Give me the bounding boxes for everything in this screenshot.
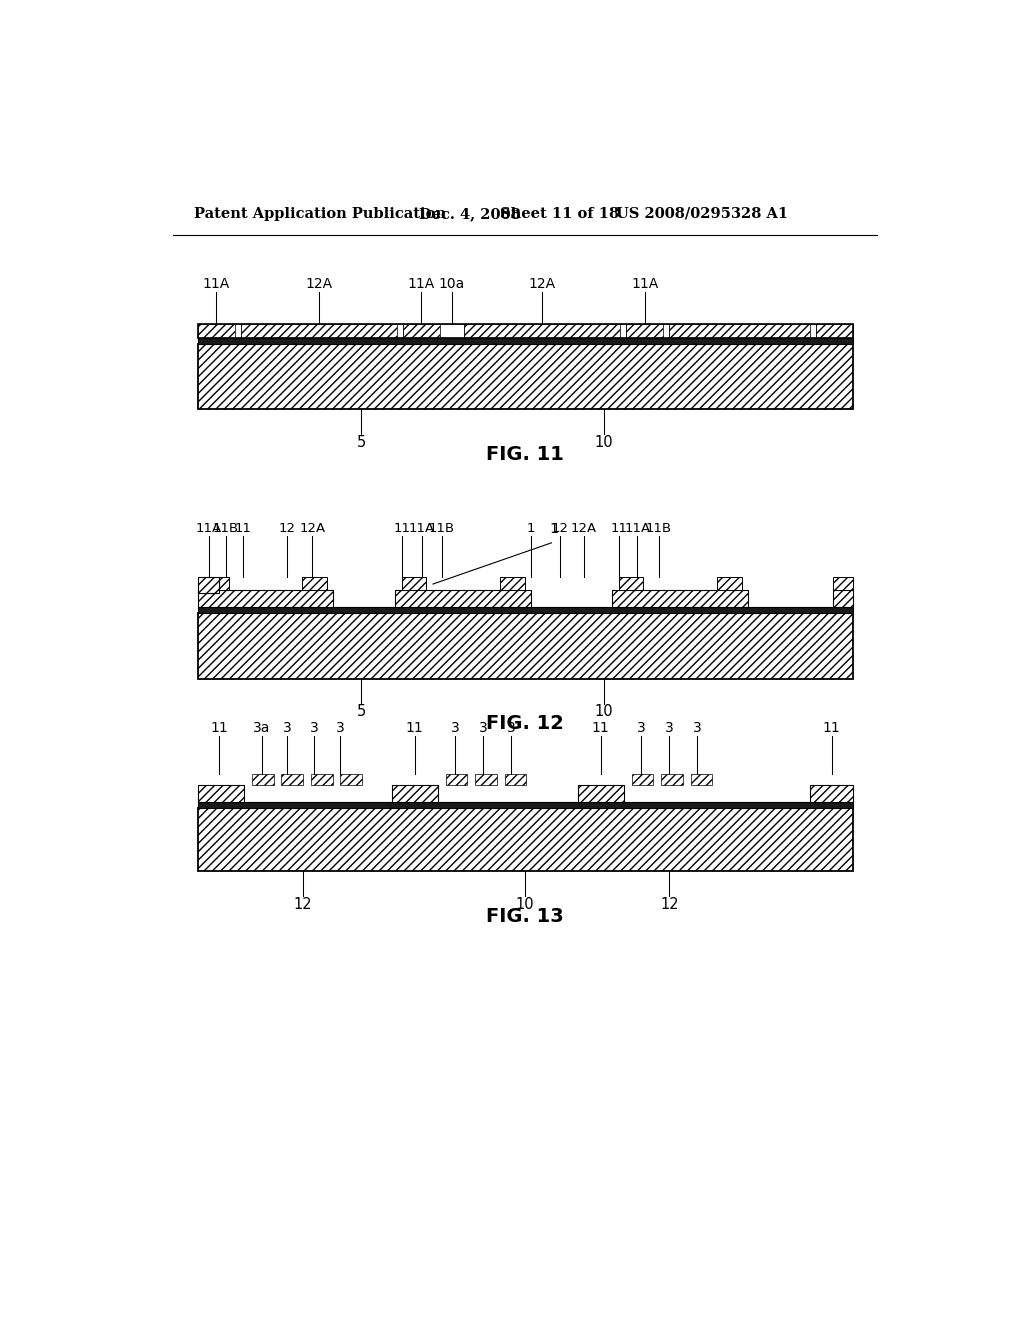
Text: 3: 3 [692, 721, 701, 735]
Text: 3: 3 [637, 721, 645, 735]
Text: 1: 1 [550, 521, 559, 536]
Bar [810, 785, 853, 803]
Bar [810, 323, 816, 338]
Bar [627, 323, 664, 338]
Text: 3: 3 [283, 721, 291, 735]
Bar [234, 323, 241, 338]
Text: 11B: 11B [213, 521, 239, 535]
Bar [662, 775, 683, 785]
Bar [717, 577, 741, 590]
Bar [198, 323, 234, 338]
Bar [198, 803, 853, 808]
Bar [198, 345, 853, 409]
Text: 12: 12 [659, 896, 679, 912]
Text: 11A: 11A [203, 277, 229, 290]
Text: 12: 12 [552, 521, 569, 535]
Text: 5: 5 [356, 434, 367, 450]
Text: 11B: 11B [429, 521, 455, 535]
Text: 12A: 12A [305, 277, 333, 290]
Text: 3: 3 [665, 721, 674, 735]
Bar [340, 775, 362, 785]
Bar [612, 590, 748, 607]
Bar [198, 785, 245, 803]
Text: 11A: 11A [624, 521, 650, 535]
Text: 10: 10 [595, 705, 613, 719]
Bar [670, 323, 810, 338]
Bar [618, 577, 643, 590]
Text: 3: 3 [336, 721, 345, 735]
Text: 11A: 11A [409, 521, 435, 535]
Text: 11A: 11A [196, 521, 221, 535]
Bar [632, 775, 653, 785]
Bar [834, 577, 853, 590]
Text: FIG. 13: FIG. 13 [486, 907, 563, 925]
Text: 11: 11 [393, 521, 410, 535]
Text: FIG. 12: FIG. 12 [485, 714, 564, 733]
Bar [252, 775, 273, 785]
Text: 1: 1 [526, 521, 536, 535]
Text: Patent Application Publication: Patent Application Publication [194, 207, 445, 220]
Text: 3: 3 [478, 721, 487, 735]
Bar [690, 775, 713, 785]
Bar [834, 590, 853, 607]
Bar [439, 323, 464, 338]
Text: 12: 12 [279, 521, 295, 535]
Text: 5: 5 [356, 705, 367, 719]
Text: 3: 3 [507, 721, 515, 735]
Bar [500, 577, 524, 590]
Text: Dec. 4, 2008: Dec. 4, 2008 [419, 207, 520, 220]
Bar [391, 785, 438, 803]
Text: 3a: 3a [253, 721, 270, 735]
Bar [198, 614, 853, 678]
Bar [664, 323, 670, 338]
Text: FIG. 11: FIG. 11 [485, 445, 564, 463]
Bar [505, 775, 526, 785]
Text: 11: 11 [823, 721, 841, 735]
Bar [464, 323, 621, 338]
Text: 11A: 11A [631, 277, 658, 290]
Text: 11: 11 [234, 521, 251, 535]
Bar [445, 775, 467, 785]
Bar [302, 577, 328, 590]
Text: 12A: 12A [570, 521, 597, 535]
Text: 11: 11 [211, 721, 228, 735]
Text: 12A: 12A [299, 521, 326, 535]
Text: 11: 11 [592, 721, 609, 735]
Text: 11A: 11A [408, 277, 435, 290]
Text: 3: 3 [309, 721, 318, 735]
Bar [198, 607, 853, 614]
Bar [816, 323, 853, 338]
Bar [401, 577, 426, 590]
Bar [204, 577, 228, 590]
Text: 10: 10 [516, 896, 535, 912]
Bar [241, 323, 396, 338]
Bar [282, 775, 303, 785]
Bar [475, 775, 497, 785]
Bar [198, 338, 853, 345]
Text: 3: 3 [451, 721, 460, 735]
Text: 11: 11 [610, 521, 627, 535]
Text: 11B: 11B [646, 521, 672, 535]
Bar [621, 323, 627, 338]
Text: 12: 12 [293, 896, 312, 912]
Bar [578, 785, 624, 803]
Bar [198, 323, 853, 338]
Text: 11: 11 [406, 721, 424, 735]
Text: US 2008/0295328 A1: US 2008/0295328 A1 [616, 207, 788, 220]
Text: 10: 10 [595, 434, 613, 450]
Bar [198, 577, 219, 594]
Text: 12A: 12A [528, 277, 556, 290]
Text: Sheet 11 of 18: Sheet 11 of 18 [500, 207, 620, 220]
Bar [395, 590, 531, 607]
Bar [402, 323, 439, 338]
Text: 10a: 10a [439, 277, 465, 290]
Bar [198, 808, 853, 871]
Bar [396, 323, 402, 338]
Bar [198, 590, 334, 607]
Bar [311, 775, 333, 785]
